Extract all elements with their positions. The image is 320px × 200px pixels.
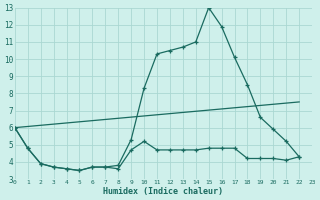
X-axis label: Humidex (Indice chaleur): Humidex (Indice chaleur) <box>103 187 223 196</box>
